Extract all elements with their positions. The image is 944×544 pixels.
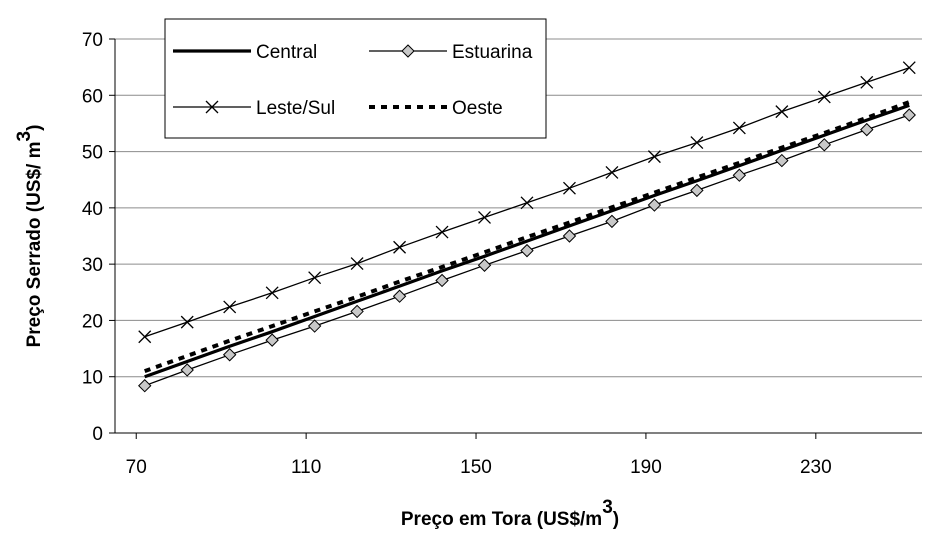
marker-diamond [222, 348, 237, 362]
series-line [144, 100, 910, 373]
legend-item: Central [173, 42, 317, 63]
marker-x [478, 210, 491, 224]
series-oeste [144, 100, 910, 373]
series-lines [138, 61, 916, 393]
marker-x [393, 240, 407, 254]
marker-x [647, 150, 661, 164]
y-axis-title-sup: 3 [14, 131, 35, 142]
marker-diamond [690, 183, 704, 198]
marker-x [138, 330, 152, 344]
marker-diamond [520, 243, 534, 258]
x-tick-labels: 70 110 150 190 230 [126, 457, 832, 478]
y-tick-label: 0 [92, 424, 103, 445]
legend: Central Estuarina Leste/Sul Oeste [164, 18, 547, 139]
marker-diamond [350, 304, 364, 319]
legend-item: Estuarina [369, 42, 533, 63]
marker-x [690, 136, 704, 150]
x-tick-label: 190 [630, 457, 662, 478]
marker-diamond [860, 122, 874, 137]
legend-label: Estuarina [452, 42, 533, 63]
y-tick-label: 30 [82, 255, 103, 276]
marker-diamond [307, 319, 322, 333]
x-axis-title-close: ) [613, 509, 619, 530]
marker-x [205, 100, 219, 114]
marker-x [223, 300, 237, 314]
marker-x [180, 315, 194, 329]
marker-x [860, 75, 874, 89]
marker-x [732, 121, 746, 135]
legend-item: Oeste [369, 98, 503, 119]
marker-diamond [392, 289, 407, 303]
x-tick-label: 150 [460, 457, 492, 478]
marker-x [265, 286, 279, 300]
x-tick-label: 110 [291, 457, 321, 478]
marker-diamond [435, 273, 449, 288]
marker-x [775, 105, 789, 119]
y-axis-title-close: ) [24, 125, 45, 131]
marker-diamond [265, 333, 279, 347]
y-axis-title-text: Preço Serrado (US$/ m [24, 141, 45, 347]
axes [109, 38, 922, 439]
x-tick-label: 230 [800, 457, 832, 478]
legend-label: Oeste [452, 98, 503, 119]
y-tick-label: 40 [82, 199, 103, 220]
x-axis-title-sup: 3 [602, 497, 613, 518]
marker-x [520, 196, 534, 210]
marker-diamond [477, 258, 492, 272]
marker-diamond [647, 198, 662, 212]
marker-diamond [775, 153, 789, 168]
marker-x [605, 165, 619, 179]
y-tick-label: 20 [82, 311, 103, 332]
marker-x [435, 225, 449, 239]
series-estuarina [138, 108, 916, 393]
marker-x [350, 257, 364, 271]
series-line [144, 103, 910, 379]
marker-diamond [605, 214, 619, 229]
marker-x [902, 61, 916, 75]
x-axis-title: Preço em Tora (US$/m3) [401, 497, 619, 530]
series-central [144, 103, 910, 379]
legend-item: Leste/Sul [173, 98, 335, 119]
marker-diamond [401, 44, 415, 58]
x-axis-title-text: Preço em Tora (US$/m [401, 509, 602, 530]
legend-label: Leste/Sul [256, 98, 335, 119]
marker-diamond [902, 108, 916, 122]
legend-label: Central [256, 42, 317, 63]
y-tick-label: 60 [82, 86, 103, 107]
y-tick-label: 70 [82, 30, 103, 51]
marker-diamond [180, 363, 194, 377]
y-tick-label: 10 [82, 368, 103, 389]
marker-x [563, 181, 576, 195]
marker-x [308, 271, 322, 285]
marker-x [817, 90, 831, 104]
marker-diamond [562, 229, 577, 243]
series-leste-sul [138, 61, 916, 344]
marker-diamond [732, 168, 747, 182]
legend-box [164, 18, 547, 139]
y-tick-label: 50 [82, 143, 103, 164]
x-tick-label: 70 [126, 457, 147, 478]
y-tick-labels: 0 10 20 30 40 50 60 70 [82, 30, 103, 445]
marker-diamond [817, 138, 832, 152]
y-axis-title: Preço Serrado (US$/ m3) [14, 125, 45, 348]
marker-diamond [138, 379, 152, 393]
